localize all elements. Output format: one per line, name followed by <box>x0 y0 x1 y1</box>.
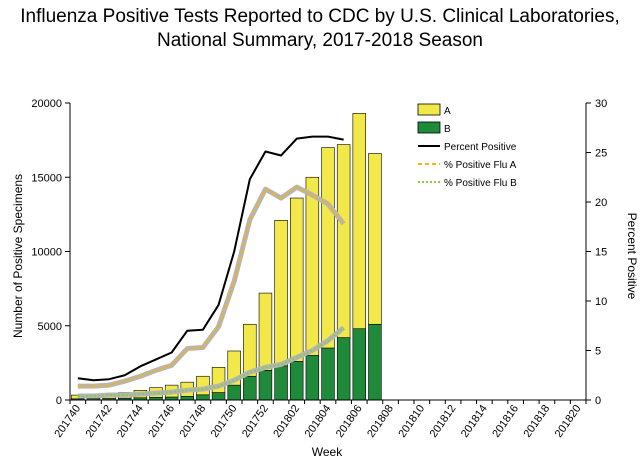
bar-a-201801 <box>274 220 288 367</box>
chart-title-line2: National Summary, 2017-2018 Season <box>156 30 483 51</box>
x-tick-label: 201748 <box>177 403 208 440</box>
y2-tick-label: 10 <box>595 296 607 308</box>
x-tick-label: 201810 <box>396 403 427 440</box>
bar-b-201747 <box>180 395 194 401</box>
bar-a-201802 <box>290 197 304 362</box>
bar-b-201802 <box>290 361 304 401</box>
y-tick-label: 0 <box>56 395 62 407</box>
y2-axis-label: Percent Positive <box>625 213 639 300</box>
x-tick-label: 201802 <box>271 403 302 440</box>
bar-a-201751 <box>243 323 257 377</box>
y2-tick-label: 15 <box>595 247 607 259</box>
x-tick-label: 201750 <box>209 403 240 440</box>
lines-layer <box>77 135 346 399</box>
bar-a-201804 <box>321 147 335 349</box>
y2-tick-label: 25 <box>595 148 607 160</box>
bar-a-201806 <box>352 113 366 330</box>
x-tick-label: 201742 <box>84 403 115 440</box>
bar-b-201750 <box>227 384 241 401</box>
legend-label-positive-flu-a: % Positive Flu A <box>444 160 517 171</box>
bar-b-201748 <box>196 394 210 401</box>
bar-a-201752 <box>258 292 273 371</box>
bar-b-201805 <box>336 337 351 401</box>
x-tick-label: 201746 <box>146 403 177 440</box>
x-tick-label: 201740 <box>52 403 83 440</box>
bar-b-201801 <box>274 365 288 401</box>
x-tick-label: 201744 <box>115 403 146 440</box>
chart-title-line1: Influenza Positive Tests Reported to CDC… <box>20 6 620 27</box>
x-tick-label: 201816 <box>490 403 521 440</box>
x-tick-label: 201808 <box>365 403 396 440</box>
bar-b-201804 <box>321 347 335 401</box>
y-tick-label: 10000 <box>31 247 62 259</box>
y-tick-label: 5000 <box>38 321 62 333</box>
x-tick-label: 201804 <box>303 403 334 440</box>
bar-a-201805 <box>336 144 351 338</box>
legend-label-positive-flu-b: % Positive Flu B <box>444 178 517 189</box>
x-tick-label: 201806 <box>334 403 365 440</box>
y2-tick-label: 30 <box>595 98 607 110</box>
bar-b-201807 <box>368 323 382 401</box>
x-tick-label: 201820 <box>553 403 584 440</box>
y2-tick-label: 20 <box>595 197 607 209</box>
legend-label-a: A <box>444 106 451 117</box>
x-tick-label: 201812 <box>428 403 459 440</box>
legend: AB Percent Positive % Positive Flu A % Posi… <box>417 103 517 189</box>
y2-tick-label: 5 <box>595 346 601 358</box>
bar-b-201751 <box>243 375 257 401</box>
bar-b-201752 <box>258 369 273 401</box>
legend-label-b: B <box>444 124 451 135</box>
x-axis-label: Week <box>312 445 343 459</box>
legend-swatch-a <box>417 103 441 116</box>
y-tick-label: 15000 <box>31 172 62 184</box>
bar-a-201748 <box>196 375 210 396</box>
y-axis-label: Number of Positive Specimens <box>11 174 25 338</box>
bar-a-201803 <box>305 176 320 356</box>
x-tick-label: 201752 <box>240 403 271 440</box>
x-tick-label: 201814 <box>459 403 490 440</box>
y2-tick-label: 0 <box>595 395 601 407</box>
bars-layer <box>71 113 382 401</box>
legend-swatch-b <box>417 121 441 134</box>
line-positive-flu-a <box>77 186 345 388</box>
x-tick-label: 201818 <box>521 403 552 440</box>
y-tick-label: 20000 <box>31 98 62 110</box>
legend-label-percent-positive: Percent Positive <box>444 142 517 153</box>
bar-b-201806 <box>352 328 366 401</box>
line-percent-positive <box>77 135 344 382</box>
bar-b-201749 <box>211 392 226 401</box>
line-positive-flu-b <box>77 326 345 398</box>
bar-b-201803 <box>305 355 320 401</box>
bar-a-201807 <box>368 153 382 325</box>
